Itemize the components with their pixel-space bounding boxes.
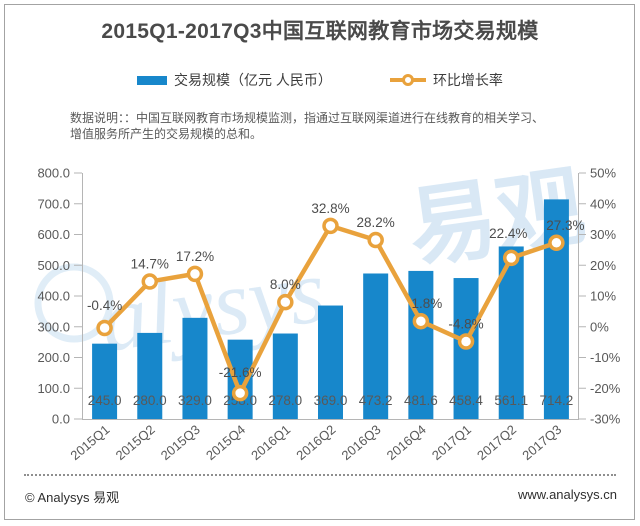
bar-value-label: 329.0 [178, 393, 212, 408]
right-axis-tick-label: -10% [590, 350, 621, 365]
bar-2016Q3 [363, 273, 389, 419]
copyright-text: © Analysys 易观 [25, 490, 120, 505]
left-axis-tick-label: 500.0 [37, 258, 70, 273]
growth-value-label: 22.4% [489, 226, 527, 241]
line-legend-marker-icon [401, 74, 414, 86]
line-marker [457, 333, 475, 350]
bar-value-label: 481.6 [404, 393, 438, 408]
growth-value-label: 32.8% [311, 201, 349, 216]
chart-title: 2015Q1-2017Q3中国互联网教育市场交易规模 [101, 20, 539, 43]
bar-value-label: 561.1 [494, 393, 528, 408]
x-axis-label: 2015Q3 [158, 422, 203, 463]
website-url: www.analysys.cn [518, 487, 617, 502]
right-axis-tick-label: 40% [590, 196, 616, 211]
growth-value-label: -21.6% [219, 365, 262, 380]
bar-value-label: 473.2 [359, 393, 393, 408]
growth-value-label: 28.2% [357, 215, 395, 230]
line-marker [186, 265, 204, 283]
growth-value-label: 17.2% [176, 249, 214, 264]
left-axis-tick-label: 400.0 [37, 289, 70, 304]
line-marker [322, 217, 339, 235]
bar-2015Q3 [182, 317, 208, 419]
x-axis-label: 2017Q3 [519, 422, 564, 463]
left-axis-tick-label: 600.0 [37, 227, 70, 242]
left-axis-tick-label: 100.0 [37, 381, 70, 396]
x-axis-label: 2015Q1 [67, 422, 112, 463]
x-axis-label: 2017Q2 [474, 422, 519, 463]
legend: 交易规模（亿元 人民币） 环比增长率 [0, 70, 640, 90]
footer: © Analysys 易观 www.analysys.cn [25, 487, 617, 506]
right-axis-tick-label: 50% [590, 166, 616, 181]
line-marker [412, 312, 430, 330]
bar-value-label: 458.4 [449, 393, 483, 408]
x-axis-label: 2016Q3 [339, 422, 384, 463]
growth-value-label: 27.3% [546, 218, 584, 233]
x-axis-label: 2017Q1 [429, 422, 474, 463]
line-legend-swatch [389, 74, 426, 86]
x-axis-label: 2016Q4 [384, 422, 429, 463]
growth-value-label: -0.4% [87, 298, 122, 313]
left-axis-tick-label: 0.0 [52, 412, 70, 427]
footer-divider [24, 474, 616, 476]
x-axis-label: 2016Q2 [293, 422, 338, 463]
line-marker [231, 384, 249, 402]
bar-value-label: 280.0 [133, 393, 167, 408]
bar-value-label: 369.0 [314, 393, 348, 408]
right-axis-tick-label: 10% [590, 289, 616, 304]
bar-value-label: 245.0 [88, 393, 122, 408]
left-axis-tick-label: 700.0 [37, 196, 70, 211]
growth-value-label: 8.0% [270, 277, 301, 292]
growth-value-label: 1.8% [411, 296, 442, 311]
x-axis-label: 2016Q1 [248, 422, 293, 463]
bar-2015Q1 [92, 343, 118, 419]
bar-2016Q2 [318, 305, 343, 419]
line-marker [548, 234, 565, 252]
bar-2016Q4 [408, 270, 434, 419]
legend-item-growth-rate: 环比增长率 [389, 70, 503, 90]
right-axis-tick-label: 0% [590, 319, 609, 334]
left-axis-tick-label: 800.0 [37, 166, 70, 181]
line-marker [277, 293, 294, 311]
left-axis-tick-label: 200.0 [37, 350, 70, 365]
legend-label-transaction-scale: 交易规模（亿元 人民币） [174, 72, 332, 88]
bar-2015Q2 [137, 332, 163, 419]
bar-value-label: 278.0 [268, 393, 302, 408]
legend-label-growth-rate: 环比增长率 [432, 72, 503, 88]
bar-legend-swatch [137, 75, 168, 85]
bar-value-label: 714.2 [540, 393, 574, 408]
x-axis-label: 2015Q2 [113, 422, 158, 463]
right-axis-tick-label: -20% [590, 381, 621, 396]
growth-value-label: -4.8% [448, 317, 483, 332]
left-axis-tick-label: 300.0 [37, 319, 70, 334]
line-marker [502, 249, 520, 267]
line-marker [141, 273, 159, 290]
bar-2016Q1 [272, 333, 298, 419]
x-axis-label: 2015Q4 [203, 422, 248, 463]
legend-item-transaction-scale: 交易规模（亿元 人民币） [137, 70, 332, 90]
data-note: 数据说明：：中国互联网教育市场规模监测，指通过互联网渠道进行在线教育的相关学习、… [70, 111, 545, 141]
line-marker [96, 319, 113, 337]
right-axis-tick-label: -30% [590, 412, 621, 427]
watermark-logo-icon [34, 263, 114, 343]
right-axis-tick-label: 30% [590, 227, 616, 242]
line-marker [367, 231, 384, 249]
right-axis-tick-label: 20% [590, 258, 616, 273]
growth-value-label: 14.7% [131, 257, 169, 272]
